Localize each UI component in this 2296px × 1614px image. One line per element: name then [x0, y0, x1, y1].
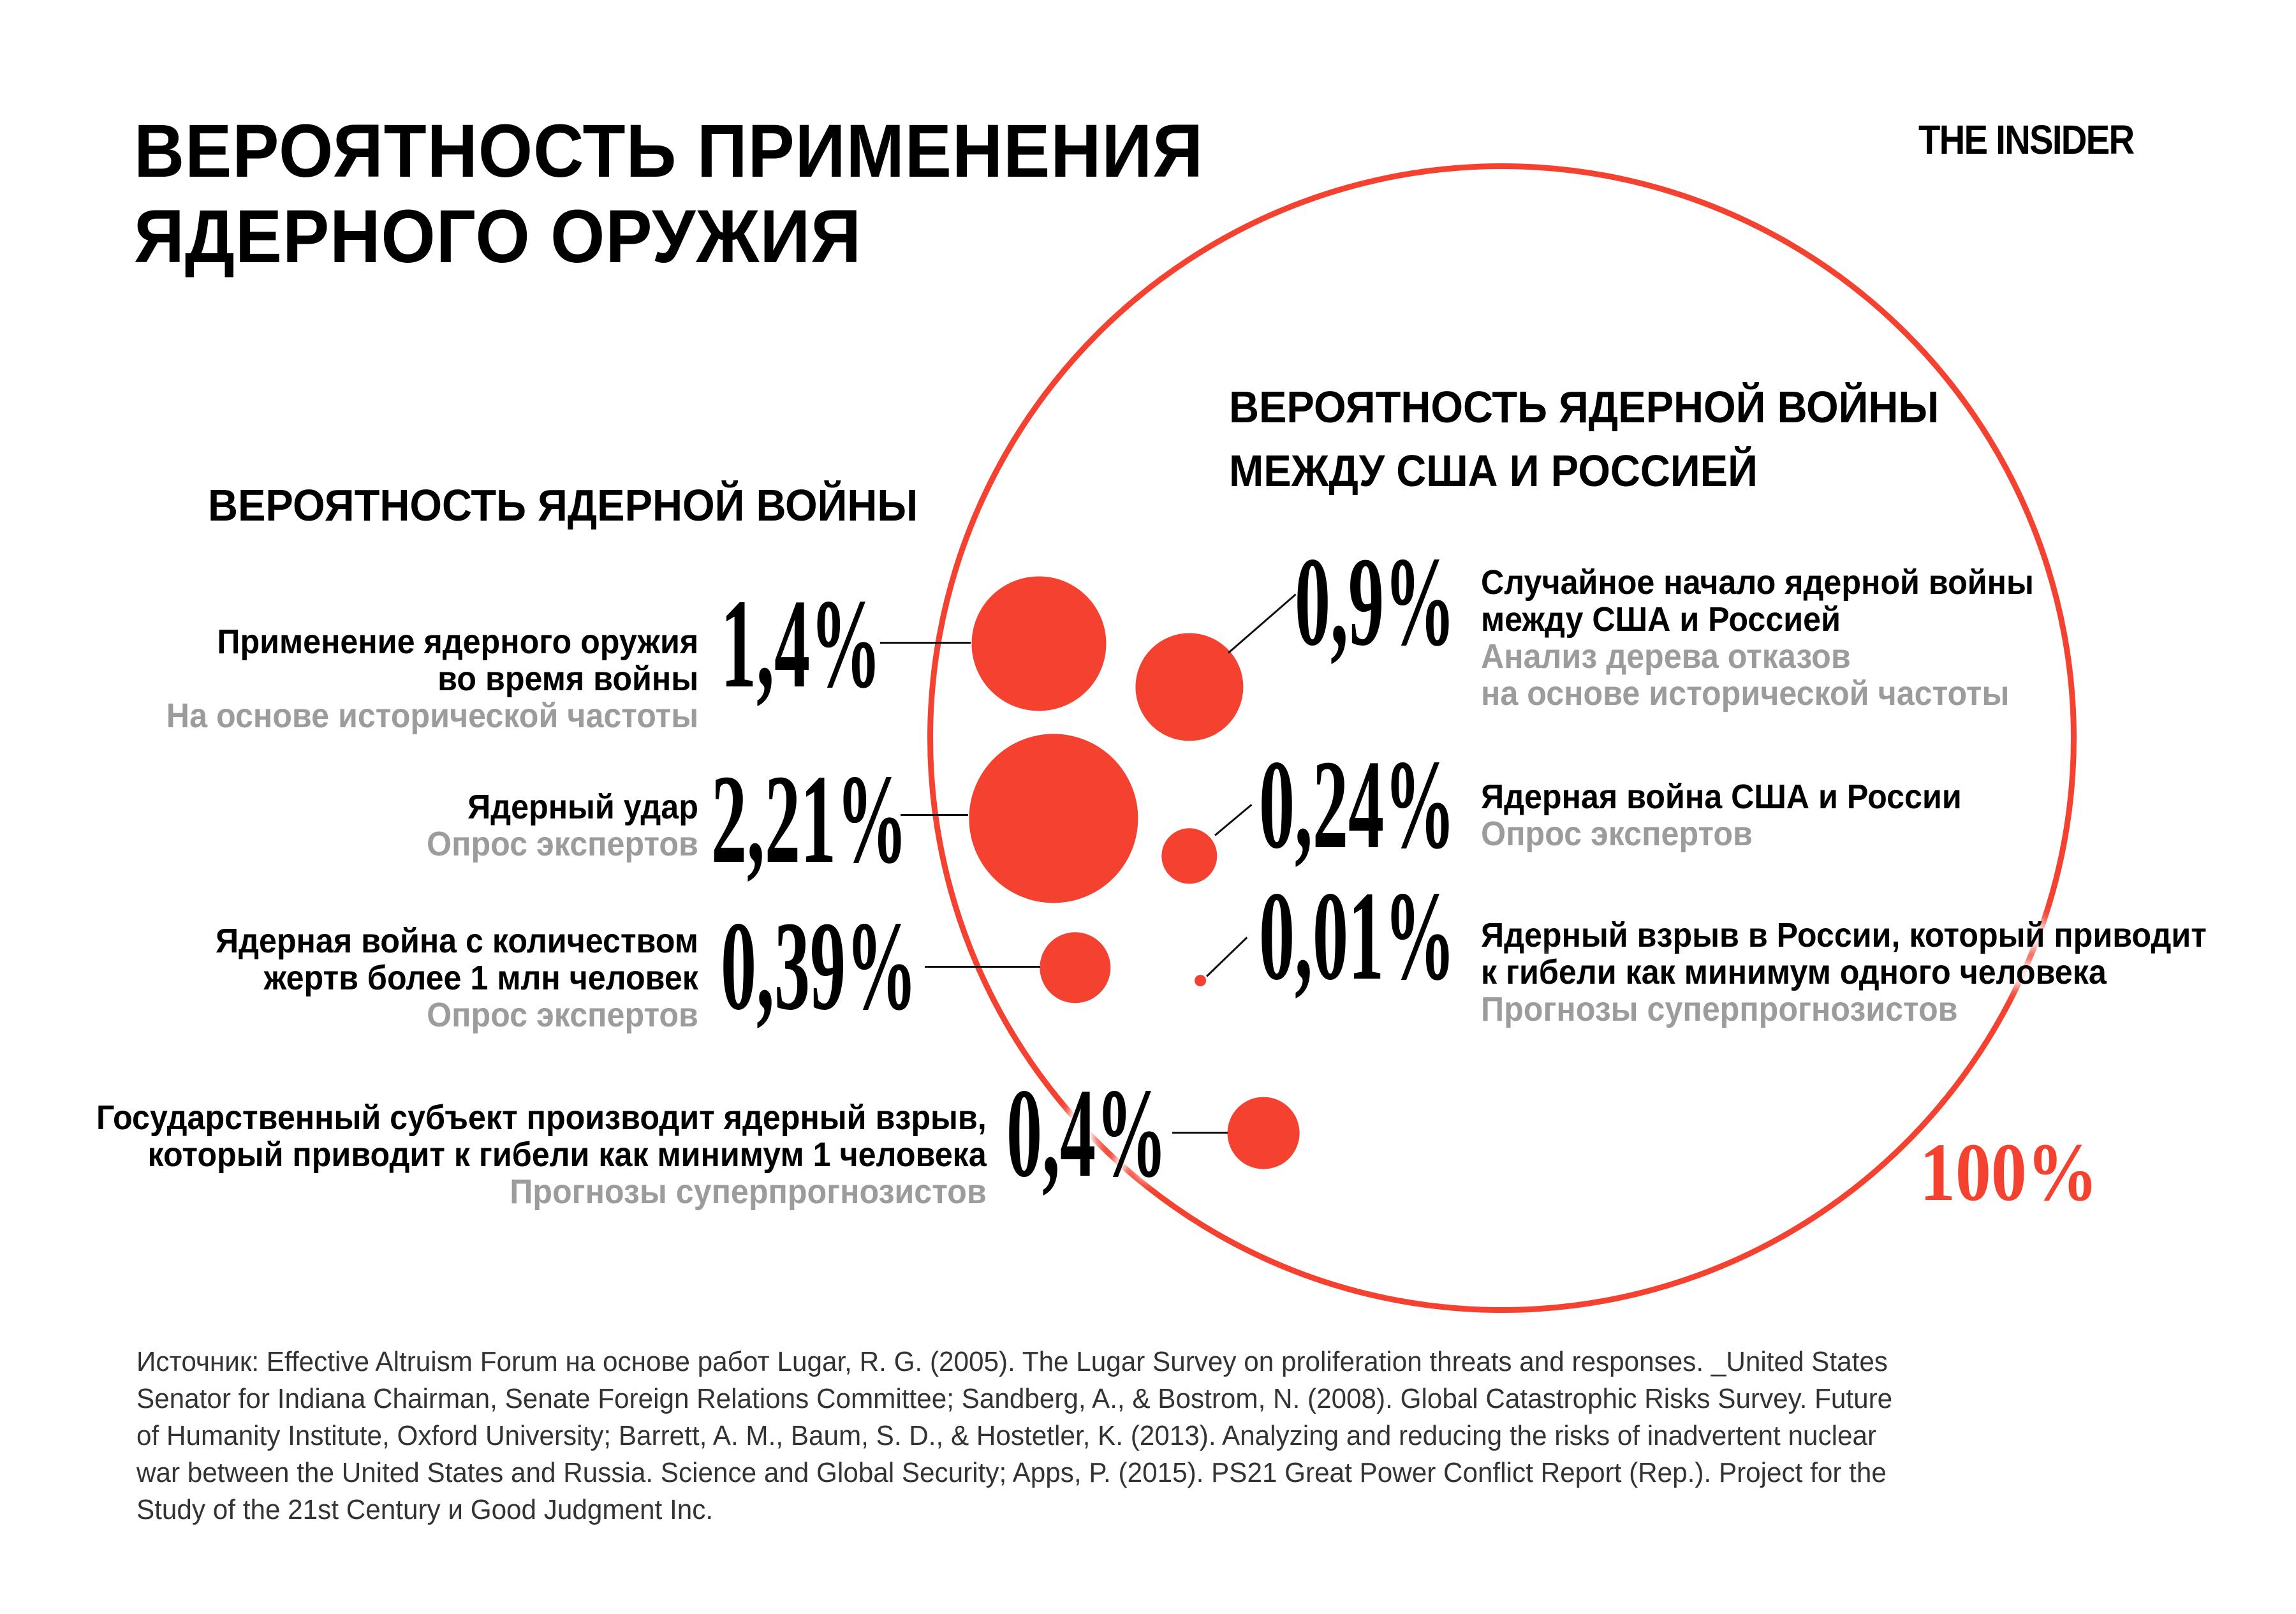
value-label-0-4: 0,4% [1006, 1063, 1167, 1204]
source-line: Study of the 21st Century и Good Judgmen… [136, 1494, 714, 1525]
value-label-0-9: 0,9% [1295, 531, 1455, 672]
value-label-0-24: 0,24% [1259, 734, 1455, 875]
method-line: Прогнозы суперпрогнозистов [510, 1173, 987, 1211]
method-line: Прогнозы суперпрогнозистов [1481, 990, 1958, 1028]
connector-line [925, 966, 1040, 968]
method-line: На основе исторической частоты [166, 697, 698, 735]
source-line: of Humanity Institute, Oxford University… [136, 1420, 1877, 1451]
outer-circle-label: 100% [1920, 1127, 2098, 1218]
connector-line [901, 814, 968, 816]
category-label-war-1mln-victims: Ядерная война с количеством жертв более … [216, 922, 698, 1033]
page-title-line: ВЕРОЯТНОСТЬ ПРИМЕНЕНИЯ [134, 109, 1204, 193]
bubble-war-1mln-victims [1040, 932, 1111, 1003]
label-line: во время войны [437, 660, 698, 698]
label-line: Ядерный взрыв в России, который приводит [1481, 916, 2207, 954]
group-header-line: ВЕРОЯТНОСТЬ ЯДЕРНОЙ ВОЙНЫ [208, 480, 918, 530]
label-line: Ядерная война США и России [1481, 778, 1962, 816]
label-line: жертв более 1 млн человек [263, 959, 698, 997]
source-line: Источник: Effective Altruism Forum на ос… [136, 1346, 1888, 1377]
bubble-accidental-war-usa-russia [1135, 633, 1244, 741]
bubble-weapon-use-in-war [971, 576, 1107, 711]
label-line: Государственный субъект производит ядерн… [96, 1099, 987, 1137]
page-title-line: ЯДЕРНОГО ОРУЖИЯ [134, 195, 862, 279]
bubble-war-usa-russia [1161, 828, 1218, 884]
method-line: Опрос экспертов [1481, 815, 1753, 853]
source-line: war between the United States and Russia… [136, 1457, 1887, 1488]
label-line: Применение ядерного оружия [217, 623, 698, 661]
category-label-explosion-in-russia: Ядерный взрыв в России, который приводит… [1481, 917, 2207, 1028]
bubble-nuclear-strike [969, 734, 1138, 903]
source-text: Источник: Effective Altruism Forum на ос… [136, 1344, 1892, 1529]
value-label-2-21: 2,21% [711, 749, 908, 890]
method-line: на основе исторической частоты [1481, 674, 2010, 713]
category-label-accidental-war-usa-russia: Случайное начало ядерной войны между США… [1481, 564, 2034, 712]
method-line: Опрос экспертов [427, 996, 698, 1034]
bubble-state-actor-explosion [1227, 1097, 1300, 1169]
label-line: который приводит к гибели как минимум 1 … [147, 1136, 987, 1174]
category-label-war-usa-russia: Ядерная война США и России Опрос эксперт… [1481, 778, 1962, 852]
outer-circle [927, 163, 2077, 1313]
label-line: Ядерный удар [467, 788, 698, 826]
value-label-0-39: 0,39% [721, 896, 917, 1037]
label-line: Ядерная война с количеством [216, 922, 698, 960]
method-line: Анализ дерева отказов [1481, 637, 1851, 676]
method-line: Опрос экспертов [427, 825, 698, 863]
group-header-line: МЕЖДУ США И РОССИЕЙ [1229, 446, 1758, 496]
bubble-explosion-in-russia [1195, 975, 1206, 986]
group-header-nuclear-war: ВЕРОЯТНОСТЬ ЯДЕРНОЙ ВОЙНЫ [208, 473, 918, 537]
category-label-weapon-use-in-war: Применение ядерного оружия во время войн… [166, 623, 698, 734]
category-label-nuclear-strike: Ядерный удар Опрос экспертов [427, 788, 698, 863]
value-label-1-4: 1,4% [721, 574, 881, 714]
page-title: ВЕРОЯТНОСТЬ ПРИМЕНЕНИЯ ЯДЕРНОГО ОРУЖИЯ [134, 108, 1203, 279]
brand-logo: THE INSIDER [1918, 117, 2135, 163]
category-label-state-actor-explosion: Государственный субъект производит ядерн… [96, 1099, 987, 1210]
group-header-line: ВЕРОЯТНОСТЬ ЯДЕРНОЙ ВОЙНЫ [1229, 382, 1939, 432]
label-line: Случайное начало ядерной войны [1481, 563, 2034, 602]
connector-line [1172, 1132, 1228, 1134]
value-label-0-01: 0,01% [1259, 866, 1455, 1007]
connector-line [880, 642, 971, 644]
source-line: Senator for Indiana Chairman, Senate For… [136, 1383, 1893, 1414]
group-header-usa-russia: ВЕРОЯТНОСТЬ ЯДЕРНОЙ ВОЙНЫ МЕЖДУ США И РО… [1229, 375, 1939, 503]
label-line: к гибели как минимум одного человека [1481, 953, 2107, 991]
label-line: между США и Россией [1481, 600, 1841, 639]
